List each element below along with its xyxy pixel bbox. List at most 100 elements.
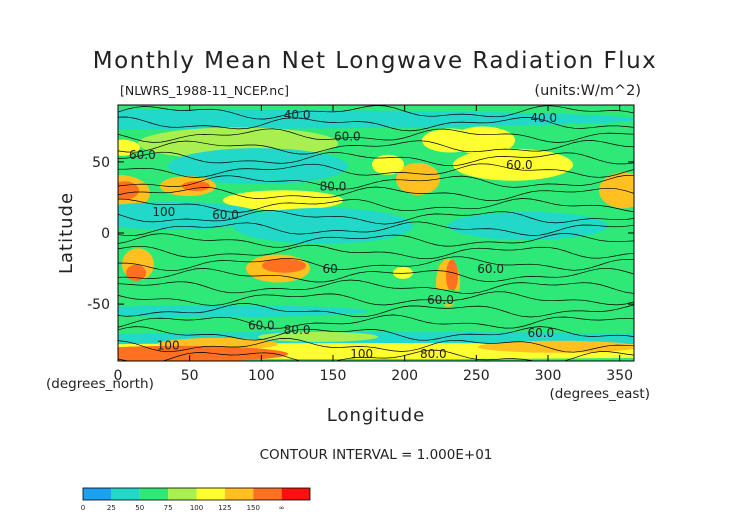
- contour-line: [118, 232, 634, 248]
- flux-patch: [223, 190, 343, 211]
- contour-label: 60: [322, 262, 337, 276]
- contour-line: [118, 279, 634, 294]
- colorbar-label: 75: [164, 504, 173, 512]
- contour-label: 100: [152, 205, 175, 219]
- flux-patch: [393, 266, 413, 279]
- flux-patch: [453, 148, 573, 181]
- colorbar-swatch: [224, 488, 254, 500]
- flux-patch: [118, 201, 263, 230]
- contour-label: 80.0: [284, 323, 311, 337]
- colorbar-label: 0: [81, 504, 85, 512]
- flux-patch: [118, 345, 288, 361]
- flux-patch: [262, 258, 306, 273]
- x-tick-label: 50: [181, 368, 199, 384]
- x-tick-label: 0: [114, 368, 123, 384]
- x-tick-label: 250: [463, 368, 490, 384]
- contour-line: [118, 163, 634, 178]
- flux-patch: [126, 264, 146, 281]
- contour-label: 100: [350, 347, 373, 361]
- contour-lines: [118, 105, 634, 361]
- colorbar: 0 25 50 75 100 125 150 ∞: [81, 487, 311, 512]
- contour-line: [118, 186, 634, 201]
- contour-label: 40.0: [284, 108, 311, 122]
- colorbar-frame: [82, 487, 311, 501]
- y-axis: 50 0 -50: [87, 155, 634, 313]
- contour-label: 100: [157, 339, 180, 353]
- contour-label: 60.0: [477, 262, 504, 276]
- flux-patch: [258, 331, 378, 342]
- contour-line: [118, 326, 634, 341]
- flux-patch: [118, 305, 368, 318]
- contour-interval-text: CONTOUR INTERVAL = 1.000E+01: [260, 447, 493, 463]
- contour-label: 80.0: [420, 347, 447, 361]
- x-axis-title: Longitude: [327, 405, 426, 426]
- flux-patch: [118, 181, 139, 200]
- contour-label: 40.0: [530, 111, 557, 125]
- contour-line: [118, 140, 634, 155]
- contour-line: [118, 338, 634, 353]
- y-tick-label: -50: [87, 297, 110, 313]
- contour-line: [118, 291, 634, 306]
- contour-label: 60.0: [334, 130, 361, 144]
- colorbar-label: 100: [190, 504, 203, 512]
- contour-line: [118, 314, 634, 329]
- x-tick-label: 100: [248, 368, 275, 384]
- x-tick-label: 150: [320, 368, 347, 384]
- x-tick-label: 300: [535, 368, 562, 384]
- y-axis-title: Latitude: [56, 192, 77, 274]
- flux-patch: [493, 270, 613, 295]
- contour-line: [118, 256, 634, 272]
- colorbar-label: ∞: [279, 504, 285, 512]
- contour-line: [118, 198, 634, 213]
- flux-patch: [182, 181, 210, 192]
- colorbar-label: 25: [107, 504, 116, 512]
- flux-patch: [448, 211, 608, 240]
- x-tick-label: 350: [606, 368, 633, 384]
- flux-patch: [118, 343, 634, 360]
- x-tick-label: 200: [391, 368, 418, 384]
- contour-line: [118, 210, 634, 225]
- flux-patch: [446, 259, 458, 292]
- colorbar-swatch: [196, 488, 225, 500]
- contour-line: [118, 128, 634, 143]
- colorbar-label: 125: [218, 504, 231, 512]
- colorbar-label: 150: [247, 504, 260, 512]
- colorbar-swatch: [281, 488, 310, 500]
- colorbar-swatch: [253, 488, 282, 500]
- contour-label: 60.0: [506, 158, 533, 172]
- contour-line: [118, 349, 634, 361]
- flux-patch: [599, 172, 634, 209]
- contour-label: 80.0: [320, 179, 347, 193]
- contour-line: [118, 116, 634, 132]
- flux-patch: [478, 340, 634, 353]
- file-label: [NLWRS_1988-11_NCEP.nc]: [120, 83, 289, 98]
- flux-patch: [372, 154, 404, 175]
- colorbar-label: 50: [135, 504, 144, 512]
- x-unit-label: (degrees_east): [549, 386, 650, 402]
- flux-patch: [451, 126, 515, 155]
- y-tick-label: 0: [101, 226, 110, 242]
- chart-title: Monthly Mean Net Longwave Radiation Flux: [93, 48, 658, 74]
- contour-line: [118, 151, 634, 167]
- contour-line: [118, 244, 634, 260]
- contour-label: 60.0: [527, 326, 554, 340]
- contour-label: 60.0: [248, 319, 275, 333]
- contour-label: 60.0: [427, 293, 454, 307]
- colorbar-swatch: [111, 488, 140, 500]
- contour-line: [118, 267, 634, 283]
- colorbar-swatch: [168, 488, 197, 500]
- flux-patch: [233, 207, 413, 244]
- contour-line: [118, 303, 634, 318]
- flux-patch: [396, 162, 440, 195]
- contour-line: [118, 174, 634, 190]
- flux-field: [118, 105, 634, 361]
- colorbar-swatch: [83, 488, 112, 500]
- contour-line: [118, 221, 634, 237]
- colorbar-swatch: [139, 488, 169, 500]
- contour-labels: 40.0 40.0 60.0 60.0 60.0 60.0 80.0 100 60.0 60 60.…: [129, 108, 557, 361]
- plot-area: 40.0 40.0 60.0 60.0 60.0 60.0 80.0 100 60.0 60 60.…: [117, 104, 635, 362]
- y-tick-label: 50: [92, 155, 110, 171]
- x-axis: 0 50 100 150 200 250 300 350: [114, 105, 633, 384]
- contour-label: 60.0: [212, 208, 239, 222]
